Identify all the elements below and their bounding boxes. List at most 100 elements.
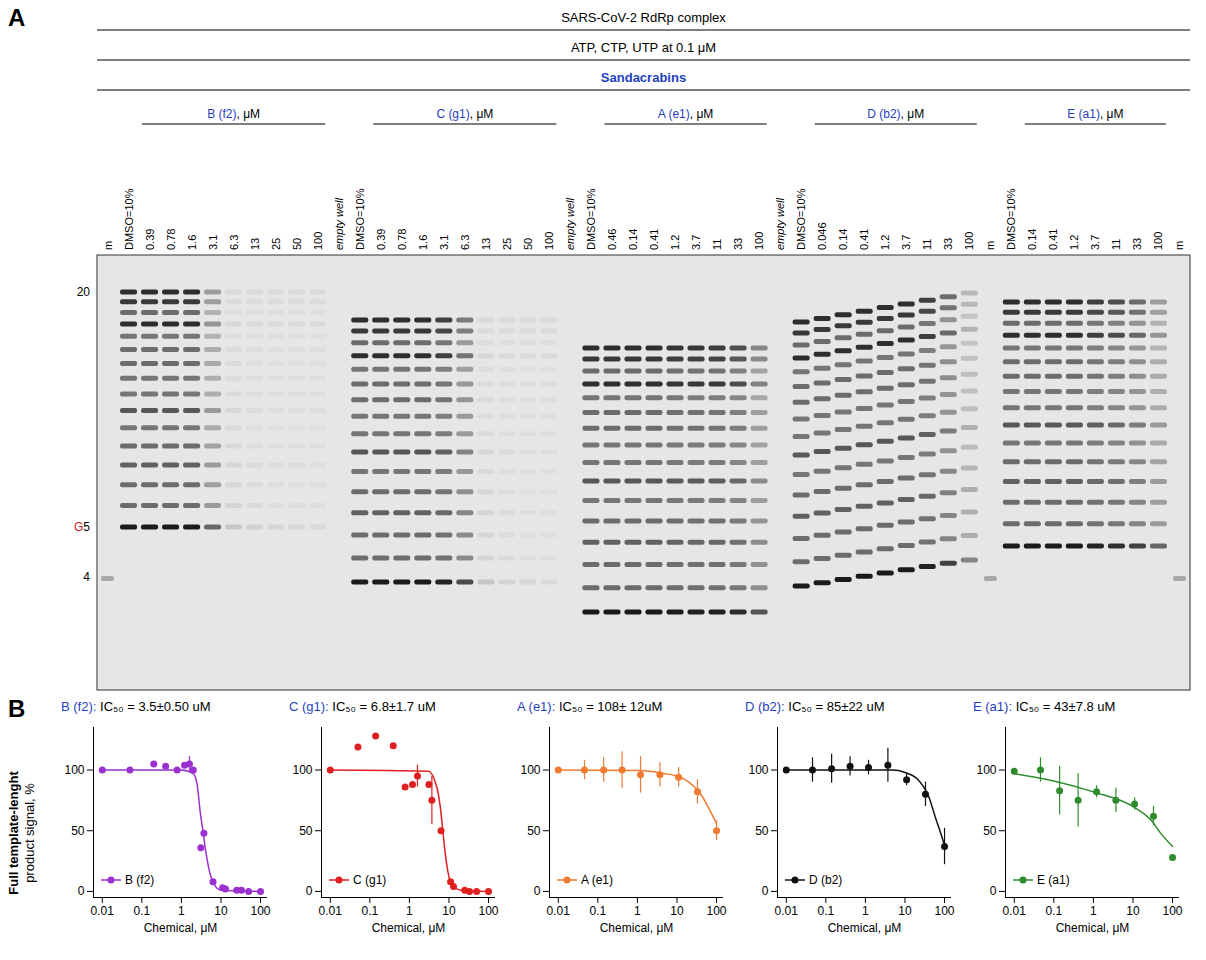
svg-text:33: 33 xyxy=(942,238,954,250)
svg-text:0.01: 0.01 xyxy=(319,904,343,918)
svg-text:100: 100 xyxy=(753,232,765,250)
svg-text:Chemical, μM: Chemical, μM xyxy=(144,921,218,935)
svg-text:50: 50 xyxy=(291,238,303,250)
svg-text:1.2: 1.2 xyxy=(669,235,681,250)
svg-text:100: 100 xyxy=(963,232,975,250)
svg-text:10: 10 xyxy=(898,904,912,918)
svg-text:25: 25 xyxy=(270,238,282,250)
svg-text:1: 1 xyxy=(178,904,185,918)
svg-text:product signal, %: product signal, % xyxy=(22,783,37,883)
svg-text:0.41: 0.41 xyxy=(1047,229,1059,250)
svg-text:0.01: 0.01 xyxy=(775,904,799,918)
svg-text:empty well: empty well xyxy=(564,197,576,250)
svg-text:50: 50 xyxy=(71,824,85,838)
svg-text:empty well: empty well xyxy=(333,197,345,250)
svg-text:D (b2), μM: D (b2), μM xyxy=(867,107,924,121)
svg-text:Full template-lenght: Full template-lenght xyxy=(6,771,21,895)
svg-text:6.3: 6.3 xyxy=(459,235,471,250)
svg-text:B (f2), μM: B (f2), μM xyxy=(207,107,260,121)
svg-text:50: 50 xyxy=(527,824,541,838)
svg-text:100: 100 xyxy=(1152,232,1164,250)
svg-text:Chemical, μM: Chemical, μM xyxy=(1056,921,1130,935)
svg-text:10: 10 xyxy=(214,904,228,918)
svg-text:C (g1), μM: C (g1), μM xyxy=(436,107,493,121)
svg-text:50: 50 xyxy=(522,238,534,250)
svg-text:0: 0 xyxy=(990,884,997,898)
svg-text:0.01: 0.01 xyxy=(1003,904,1027,918)
svg-text:33: 33 xyxy=(732,238,744,250)
svg-text:m: m xyxy=(102,241,114,250)
svg-text:3.7: 3.7 xyxy=(900,235,912,250)
svg-text:100: 100 xyxy=(312,232,324,250)
svg-text:33: 33 xyxy=(1131,238,1143,250)
svg-text:1.6: 1.6 xyxy=(417,235,429,250)
svg-text:A (e1), μM: A (e1), μM xyxy=(658,107,714,121)
svg-text:100: 100 xyxy=(935,904,955,918)
svg-text:0.1: 0.1 xyxy=(361,904,378,918)
svg-text:0.1: 0.1 xyxy=(1045,904,1062,918)
svg-text:DMSO=10%: DMSO=10% xyxy=(585,188,597,250)
svg-text:m: m xyxy=(1173,241,1185,250)
svg-text:10: 10 xyxy=(442,904,456,918)
svg-text:empty well: empty well xyxy=(774,197,786,250)
svg-text:3.7: 3.7 xyxy=(690,235,702,250)
svg-text:1.2: 1.2 xyxy=(1068,235,1080,250)
svg-text:13: 13 xyxy=(249,238,261,250)
svg-text:DMSO=10%: DMSO=10% xyxy=(123,188,135,250)
svg-text:0: 0 xyxy=(78,884,85,898)
svg-text:50: 50 xyxy=(983,824,997,838)
svg-text:100: 100 xyxy=(976,763,996,777)
svg-text:50: 50 xyxy=(755,824,769,838)
svg-text:20: 20 xyxy=(77,285,91,299)
svg-text:Chemical, μM: Chemical, μM xyxy=(372,921,446,935)
svg-text:1.2: 1.2 xyxy=(879,235,891,250)
svg-text:DMSO=10%: DMSO=10% xyxy=(795,188,807,250)
svg-text:13: 13 xyxy=(480,238,492,250)
svg-text:Chemical, μM: Chemical, μM xyxy=(828,921,902,935)
svg-text:0.14: 0.14 xyxy=(1026,229,1038,250)
svg-text:0.14: 0.14 xyxy=(837,229,849,250)
svg-text:100: 100 xyxy=(707,904,727,918)
svg-text:0.78: 0.78 xyxy=(165,229,177,250)
svg-text:0.41: 0.41 xyxy=(648,229,660,250)
svg-text:6.3: 6.3 xyxy=(228,235,240,250)
svg-text:DMSO=10%: DMSO=10% xyxy=(354,188,366,250)
svg-text:3.1: 3.1 xyxy=(438,235,450,250)
svg-text:100: 100 xyxy=(1163,904,1183,918)
svg-text:10: 10 xyxy=(670,904,684,918)
svg-text:100: 100 xyxy=(543,232,555,250)
svg-text:0.1: 0.1 xyxy=(817,904,834,918)
svg-text:11: 11 xyxy=(711,239,723,250)
svg-text:DMSO=10%: DMSO=10% xyxy=(1005,188,1017,250)
svg-text:A: A xyxy=(8,4,25,31)
svg-text:0: 0 xyxy=(762,884,769,898)
svg-text:1.6: 1.6 xyxy=(186,235,198,250)
svg-text:SARS-CoV-2 RdRp complex: SARS-CoV-2 RdRp complex xyxy=(561,10,726,25)
svg-text:1: 1 xyxy=(406,904,413,918)
svg-text:0.01: 0.01 xyxy=(547,904,571,918)
svg-text:0.39: 0.39 xyxy=(144,229,156,250)
svg-text:0.01: 0.01 xyxy=(91,904,115,918)
svg-text:G5: G5 xyxy=(74,520,90,534)
svg-text:0.46: 0.46 xyxy=(606,229,618,250)
svg-text:100: 100 xyxy=(64,763,84,777)
svg-text:25: 25 xyxy=(501,238,513,250)
svg-text:1: 1 xyxy=(1090,904,1097,918)
svg-text:0: 0 xyxy=(306,884,313,898)
svg-text:0.046: 0.046 xyxy=(816,222,828,250)
svg-text:0.1: 0.1 xyxy=(133,904,150,918)
svg-text:10: 10 xyxy=(1126,904,1140,918)
svg-text:m: m xyxy=(984,241,996,250)
svg-text:1: 1 xyxy=(862,904,869,918)
svg-text:100: 100 xyxy=(520,763,540,777)
svg-text:1: 1 xyxy=(634,904,641,918)
svg-text:E (a1), μM: E (a1), μM xyxy=(1067,107,1123,121)
svg-text:0.41: 0.41 xyxy=(858,229,870,250)
svg-text:Chemical, μM: Chemical, μM xyxy=(600,921,674,935)
svg-text:100: 100 xyxy=(479,904,499,918)
svg-text:ATP, CTP, UTP at 0.1 μM: ATP, CTP, UTP at 0.1 μM xyxy=(571,40,716,55)
svg-text:0.78: 0.78 xyxy=(396,229,408,250)
svg-text:0.1: 0.1 xyxy=(589,904,606,918)
svg-text:3.7: 3.7 xyxy=(1089,235,1101,250)
svg-text:0: 0 xyxy=(534,884,541,898)
